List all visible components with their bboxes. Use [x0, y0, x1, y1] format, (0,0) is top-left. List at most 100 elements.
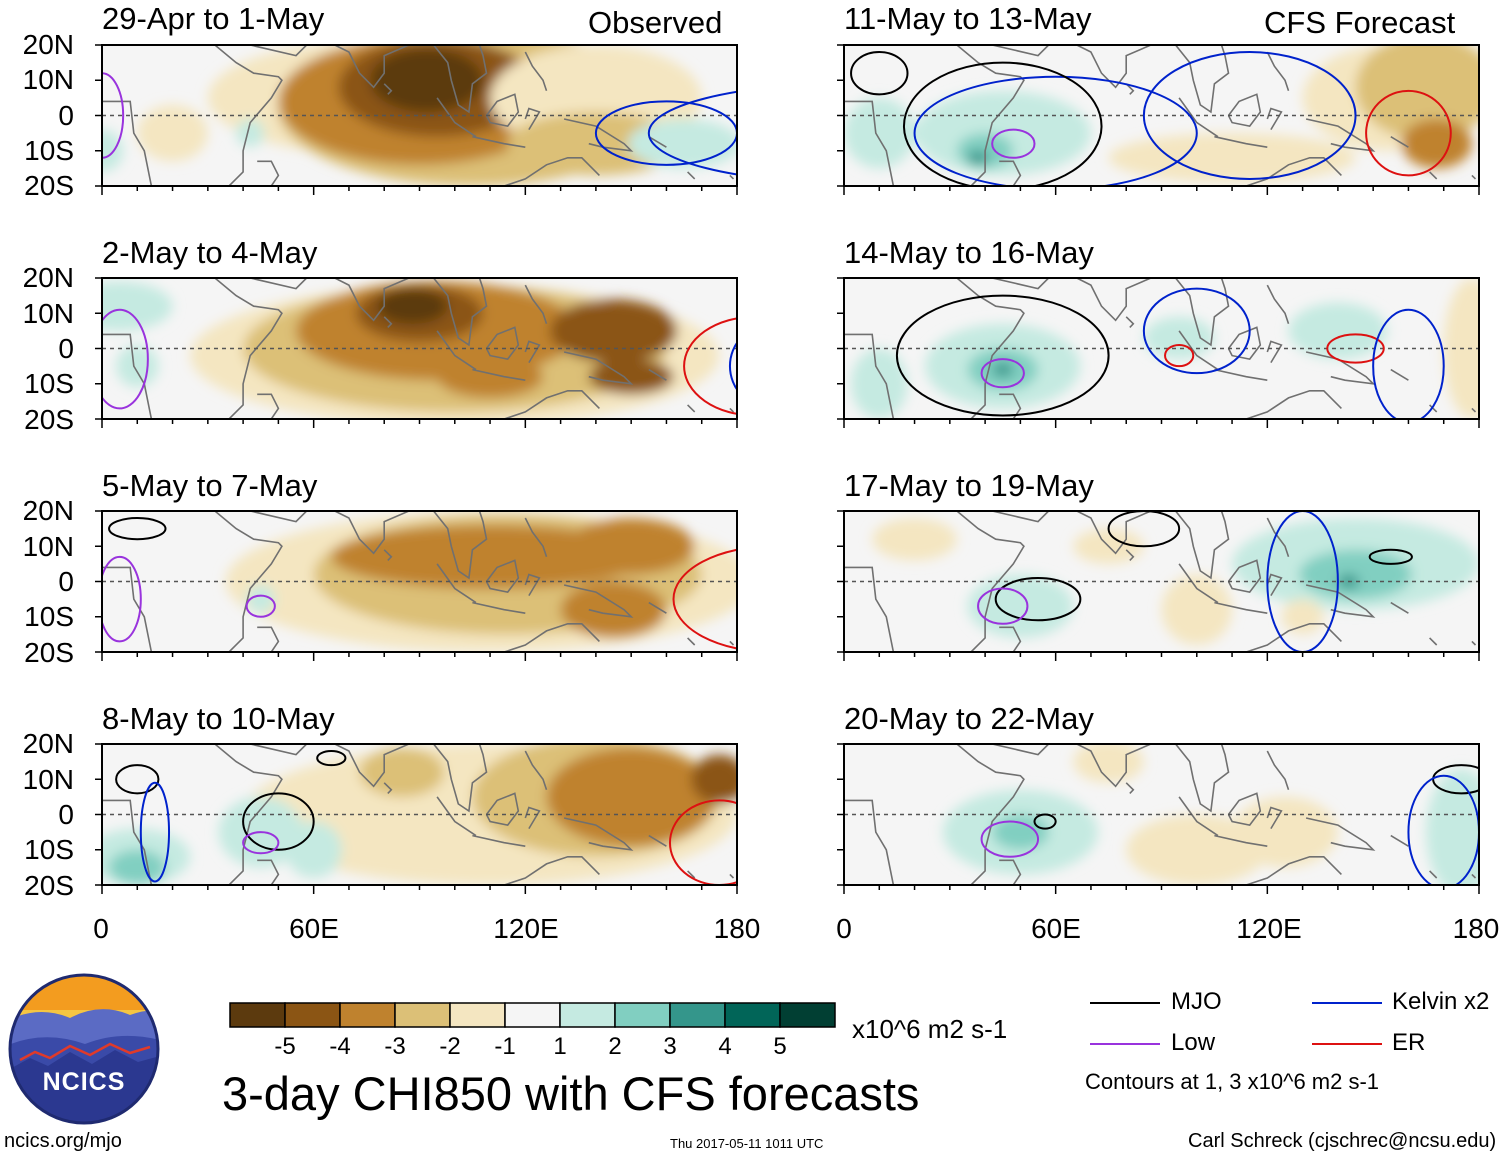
coastline — [1429, 637, 1438, 646]
contour-kelvin — [647, 90, 737, 176]
anomaly-blob — [1281, 599, 1324, 635]
coastline — [524, 806, 541, 830]
coastline — [524, 517, 548, 558]
colorbar-label: 5 — [773, 1033, 787, 1060]
contour-kelvin — [139, 781, 171, 883]
coastline — [1390, 834, 1409, 847]
coastline — [503, 623, 600, 652]
y-tick-label: 20S — [24, 170, 74, 201]
contour-kelvin — [1142, 51, 1357, 180]
colorbar-swatch — [229, 1002, 286, 1028]
y-tick-label: 20S — [24, 637, 74, 668]
panel-fc-4 — [844, 744, 1479, 885]
coastline — [563, 351, 634, 385]
coastline — [1174, 278, 1230, 347]
coastline — [102, 799, 153, 885]
coastline — [472, 368, 526, 381]
coastline — [250, 744, 308, 756]
contour-kelvin — [1372, 308, 1445, 419]
logo-sun — [10, 975, 158, 1010]
coastline — [102, 100, 153, 186]
coastline — [1178, 563, 1219, 604]
colorbar-swatch — [449, 1002, 506, 1028]
coastline — [1245, 623, 1342, 652]
contour-er — [1326, 333, 1385, 364]
coastline — [1125, 316, 1135, 328]
coastline — [250, 511, 308, 523]
anomaly-blob — [992, 362, 1014, 377]
coastline — [687, 637, 696, 646]
coastline — [563, 118, 634, 152]
logo-mountain-front — [10, 1050, 158, 1123]
coastline — [1125, 83, 1135, 95]
y-tick-label: 0 — [58, 100, 74, 131]
coastline — [563, 817, 634, 851]
contour-mjo — [1107, 511, 1181, 548]
coastline — [687, 171, 696, 180]
coastline — [1266, 750, 1290, 791]
colorbar-swatch — [724, 1002, 781, 1028]
anomaly-blob — [691, 754, 737, 804]
coastline — [729, 407, 735, 413]
contour-low — [991, 128, 1036, 159]
anomaly-blob — [285, 821, 342, 878]
coastline — [1214, 368, 1268, 381]
coastline — [1076, 744, 1152, 788]
anomaly-blob — [1143, 316, 1215, 360]
x-tick-label: 180 — [713, 913, 761, 944]
colorbar-label: 4 — [718, 1033, 732, 1060]
coastline — [999, 859, 1022, 885]
contour-er — [1365, 89, 1452, 177]
logo-ring — [8, 973, 160, 1125]
anomaly-blob — [236, 119, 265, 148]
colorbar-label: -2 — [439, 1033, 461, 1060]
contour-mjo — [115, 764, 160, 795]
coastline — [1266, 284, 1290, 325]
y-tick-label: 0 — [58, 566, 74, 597]
panel-fc-2 — [844, 278, 1479, 419]
panel-title-obs-4: 8-May to 10-May — [102, 701, 335, 736]
coastline — [472, 135, 526, 148]
colorbar-label: -3 — [384, 1033, 406, 1060]
anomaly-blob — [377, 288, 448, 324]
colorbar-swatch — [394, 1002, 451, 1028]
coastline — [524, 750, 548, 791]
anomaly-blob — [116, 344, 159, 388]
contour-mjo — [903, 61, 1103, 186]
colorbar-swatch — [614, 1002, 671, 1028]
y-tick-label: 10N — [22, 298, 74, 329]
coastline — [190, 278, 283, 419]
anomaly-blob — [1299, 549, 1412, 600]
panel-obs-1 — [102, 45, 737, 186]
colorbar-swatch — [559, 1002, 616, 1028]
coastline — [524, 284, 548, 325]
panel-obs-4 — [102, 744, 737, 885]
coastline — [1266, 806, 1283, 830]
anomaly-blob — [627, 119, 737, 169]
coastline — [1390, 368, 1409, 381]
contour-mjo — [108, 517, 167, 541]
coastline — [1471, 174, 1477, 180]
coastline — [1390, 136, 1409, 148]
anomaly-blob — [967, 574, 1074, 638]
coastline — [1125, 549, 1135, 561]
coastline — [1174, 511, 1230, 580]
coastline — [472, 601, 526, 614]
y-tick-label: 20N — [22, 29, 74, 60]
contour-low — [102, 555, 142, 643]
coastline — [485, 792, 520, 826]
anomaly-blob — [507, 111, 685, 176]
y-tick-label: 10S — [24, 135, 74, 166]
coastline — [1429, 870, 1438, 879]
coastline — [1266, 517, 1290, 558]
contour-kelvin — [594, 100, 737, 166]
legend-label-mjo: MJO — [1171, 988, 1222, 1015]
coastline — [250, 45, 308, 57]
anomaly-blob — [102, 281, 173, 331]
legend-label-kelvin: Kelvin x2 — [1392, 988, 1490, 1015]
panel-title-fc-3: 17-May to 19-May — [844, 468, 1094, 503]
coastline — [503, 390, 600, 419]
footer-site[interactable]: ncics.org/mjo — [4, 1130, 122, 1152]
anomaly-blob — [437, 355, 543, 398]
coastline — [1227, 93, 1262, 127]
